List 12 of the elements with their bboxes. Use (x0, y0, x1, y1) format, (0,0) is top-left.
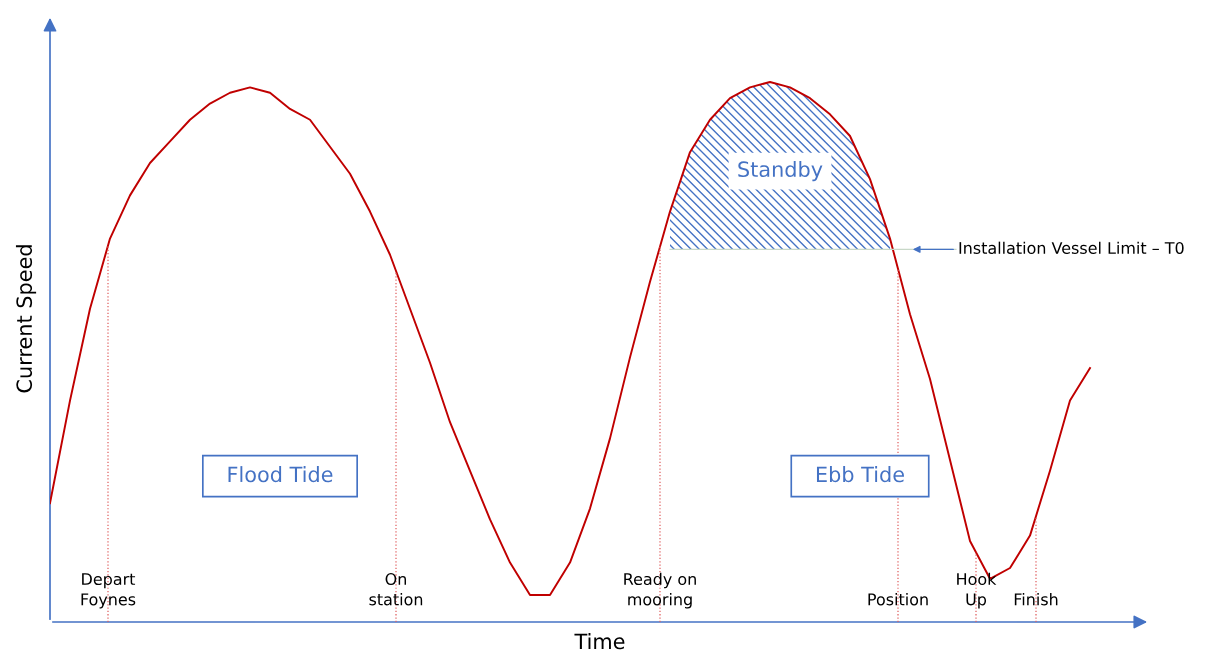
annotation: Finish (1014, 593, 1058, 606)
annotation: On station (369, 573, 423, 606)
ref-line-label: Installation Vessel Limit – T0 (959, 241, 1184, 255)
x-axis-title: Time (574, 633, 625, 650)
annotation: Ebb Tide (816, 466, 904, 483)
annotation: Flood Tide (228, 466, 333, 483)
y-axis-title: Current Speed (15, 245, 37, 393)
annotation: Position (868, 593, 928, 606)
annotation: Hook Up (957, 572, 997, 609)
series-label: Standby (738, 160, 823, 182)
annotation: Depart Foynes (81, 573, 136, 609)
annotation: Ready on mooring (624, 572, 696, 609)
